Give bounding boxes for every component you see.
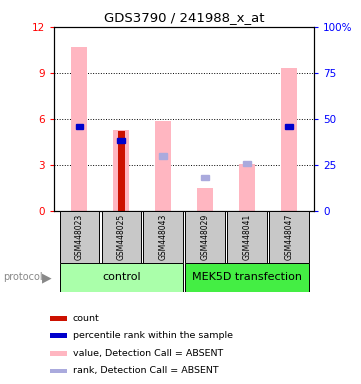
- FancyBboxPatch shape: [269, 211, 309, 263]
- Text: GSM448043: GSM448043: [158, 214, 168, 260]
- FancyBboxPatch shape: [185, 263, 309, 292]
- Bar: [49, 351, 66, 356]
- Bar: [159, 153, 167, 159]
- Bar: [113, 130, 129, 211]
- Text: GSM448029: GSM448029: [201, 214, 210, 260]
- Text: control: control: [102, 272, 140, 283]
- FancyBboxPatch shape: [60, 211, 99, 263]
- Title: GDS3790 / 241988_x_at: GDS3790 / 241988_x_at: [104, 11, 264, 24]
- Text: GSM448047: GSM448047: [284, 214, 293, 260]
- FancyBboxPatch shape: [227, 211, 267, 263]
- Text: percentile rank within the sample: percentile rank within the sample: [73, 331, 233, 340]
- Bar: [49, 369, 66, 373]
- Bar: [239, 164, 255, 211]
- FancyBboxPatch shape: [143, 211, 183, 263]
- Text: GSM448023: GSM448023: [75, 214, 84, 260]
- Text: GSM448025: GSM448025: [117, 214, 126, 260]
- Bar: [49, 316, 66, 321]
- Text: value, Detection Call = ABSENT: value, Detection Call = ABSENT: [73, 349, 223, 358]
- FancyBboxPatch shape: [101, 211, 141, 263]
- Bar: [117, 138, 125, 143]
- Text: rank, Detection Call = ABSENT: rank, Detection Call = ABSENT: [73, 366, 218, 376]
- FancyBboxPatch shape: [185, 211, 225, 263]
- Bar: [243, 161, 251, 166]
- Text: ▶: ▶: [42, 271, 51, 284]
- FancyBboxPatch shape: [60, 263, 183, 292]
- Text: MEK5D transfection: MEK5D transfection: [192, 272, 302, 283]
- Text: GSM448041: GSM448041: [243, 214, 252, 260]
- Text: count: count: [73, 314, 100, 323]
- Bar: [155, 121, 171, 211]
- Bar: [118, 131, 125, 211]
- Text: protocol: protocol: [4, 272, 43, 283]
- Bar: [281, 68, 297, 211]
- Bar: [197, 188, 213, 211]
- Bar: [71, 47, 87, 211]
- Bar: [201, 175, 209, 180]
- Bar: [49, 333, 66, 338]
- Bar: [285, 124, 293, 129]
- Bar: [75, 124, 83, 129]
